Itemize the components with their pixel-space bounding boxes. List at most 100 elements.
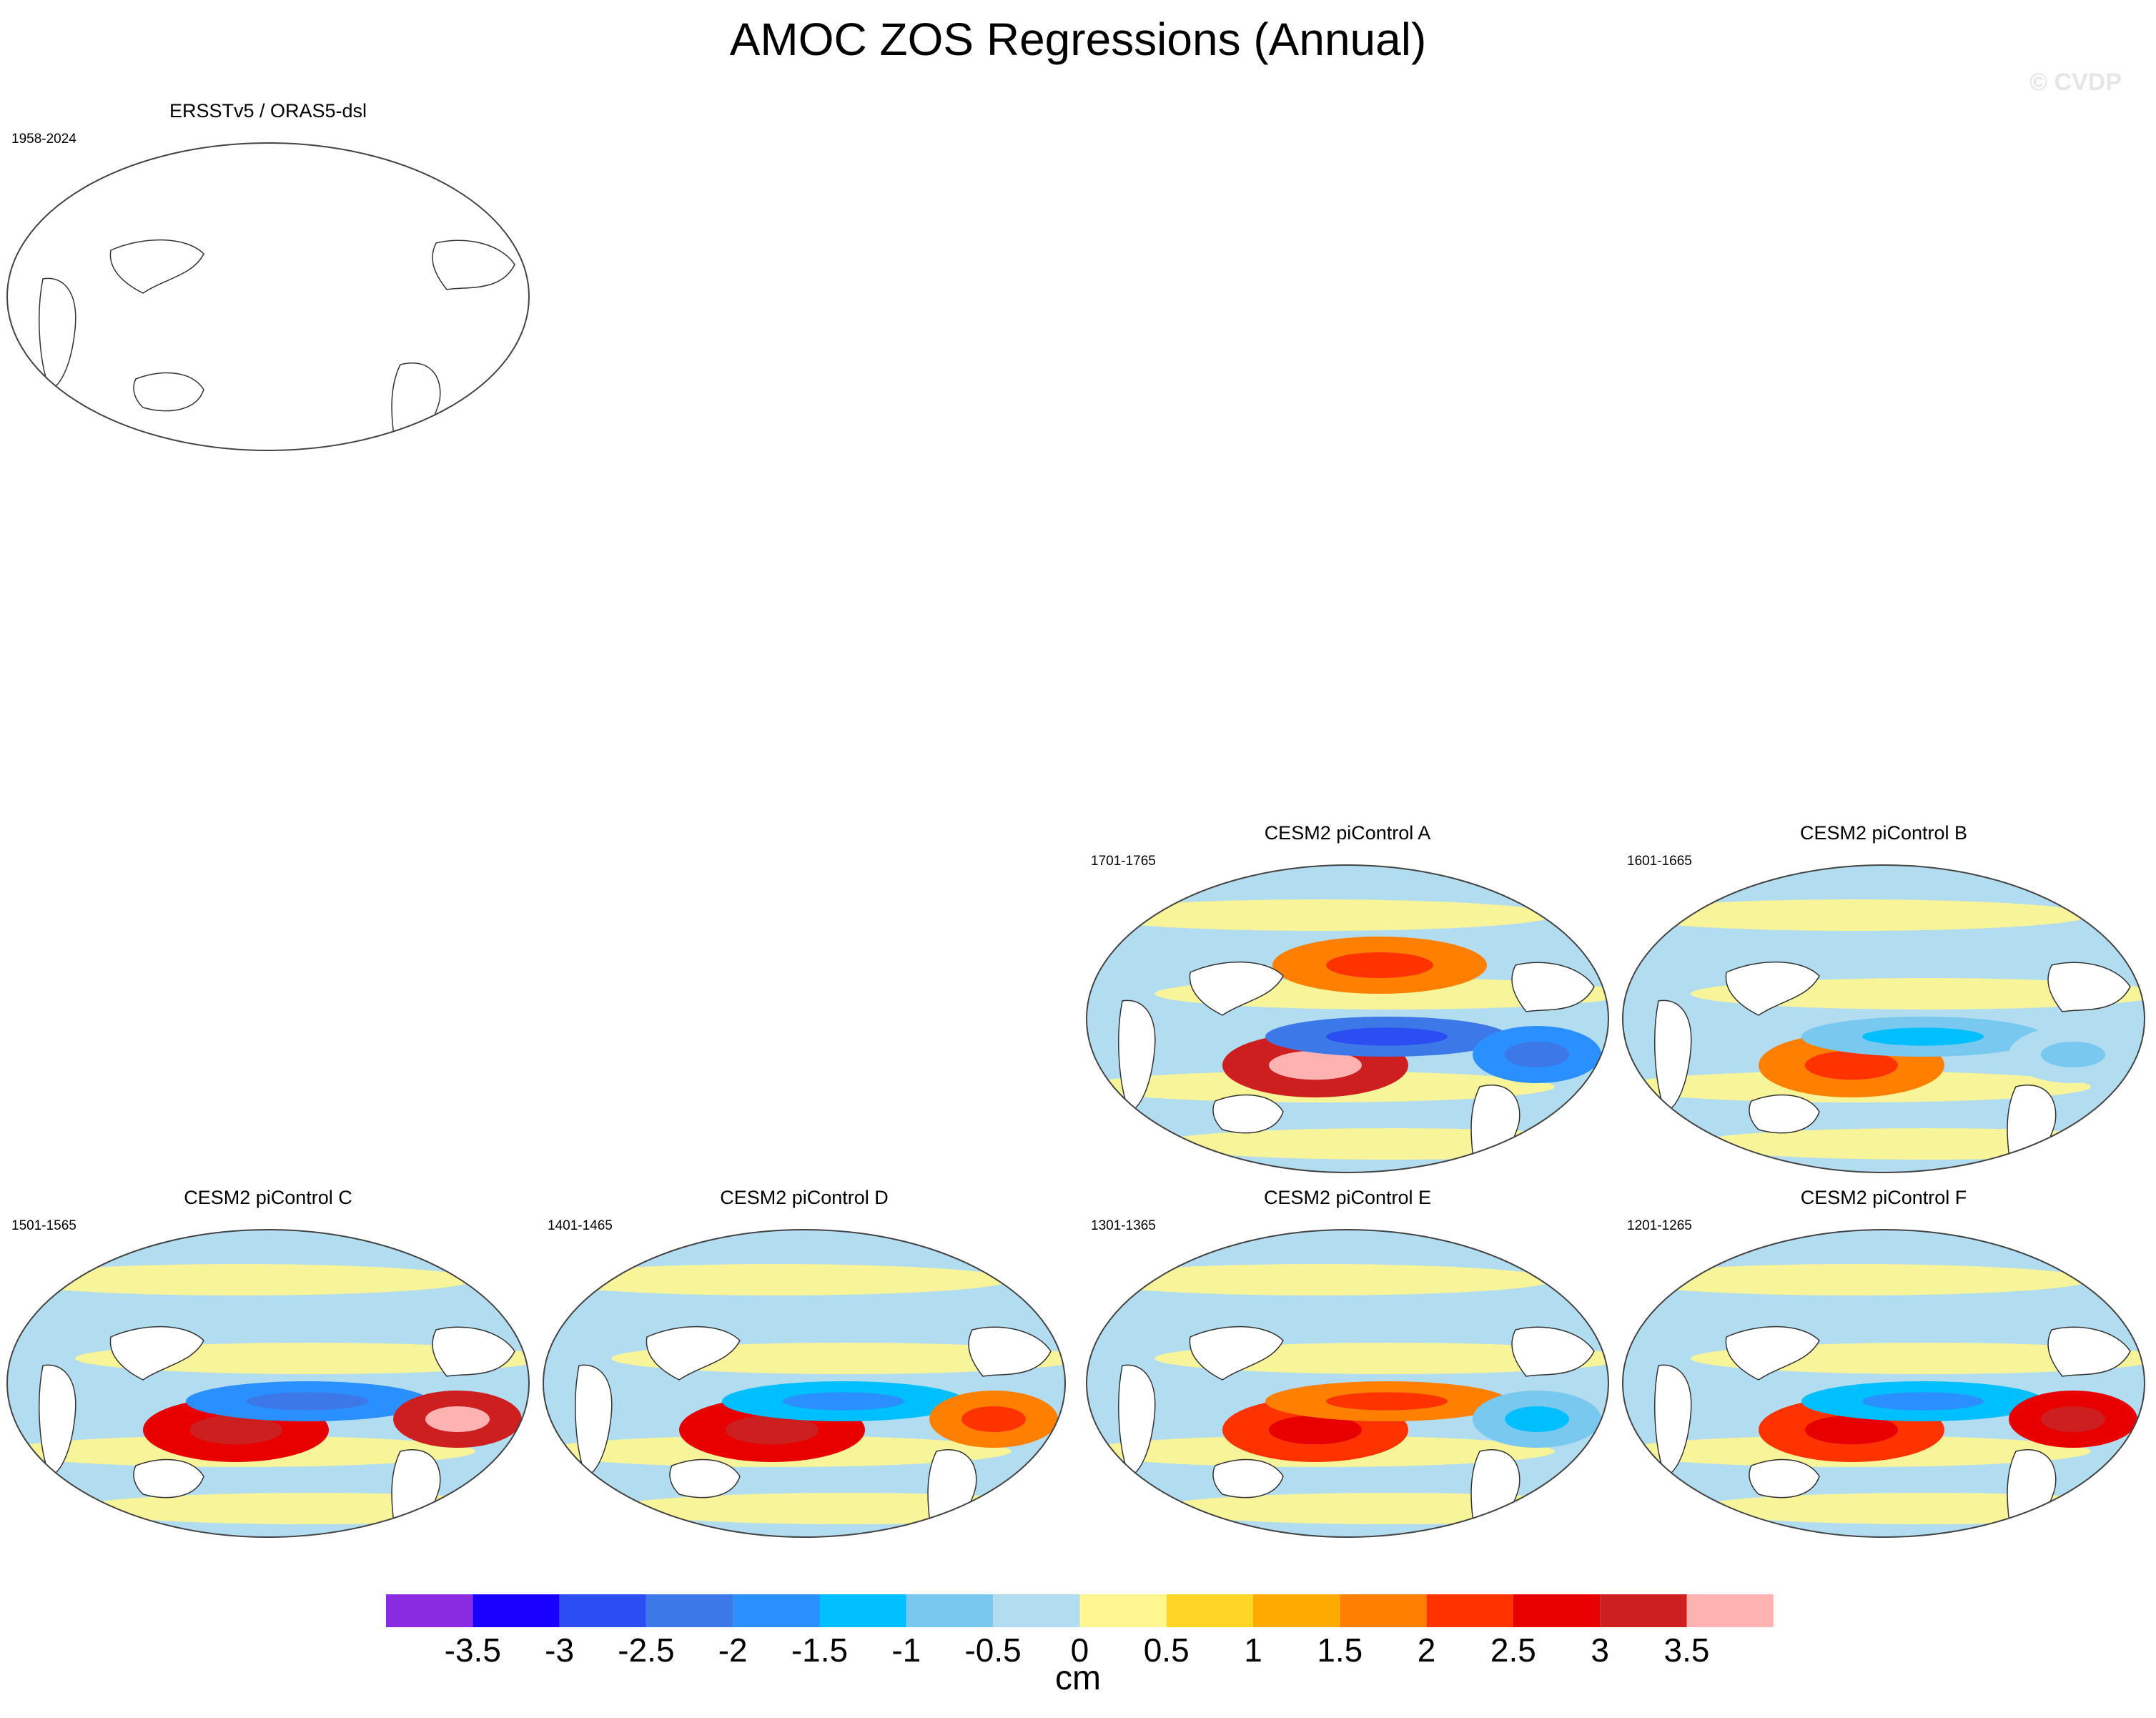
colorbar-box (646, 1594, 733, 1627)
panel-title: CESM2 piControl F (1800, 1187, 1967, 1208)
panel-title: CESM2 piControl C (184, 1187, 352, 1208)
colorbar-tick-label: -2 (718, 1631, 748, 1669)
land-outline (575, 1364, 613, 1477)
colorbar-box (559, 1594, 646, 1627)
anomaly-core-positive (1269, 1050, 1362, 1080)
land-outline (2007, 1449, 2057, 1537)
anomaly-core-positive (1326, 1392, 1448, 1411)
map-border (1086, 864, 1609, 1173)
anomaly-core-positive (1805, 1415, 1898, 1445)
land-outline (214, 454, 458, 458)
map-panel-F: CESM2 piControl F 1201-1265 (1616, 1187, 2152, 1573)
anomaly-core-negative (1862, 1027, 1984, 1046)
anomaly-core-negative (1326, 1027, 1448, 1046)
land-outline (109, 1325, 204, 1381)
anomaly-band (1087, 1264, 1555, 1295)
land-outline (2047, 1326, 2131, 1377)
robinson-map (6, 1229, 530, 1544)
panel-period: 1401-1465 (548, 1218, 613, 1233)
land-outline (1749, 1094, 1820, 1134)
colorbar-tick-label: -1.5 (791, 1631, 848, 1669)
panel-period: 1201-1265 (1627, 1218, 1692, 1233)
colorbar-box (1426, 1594, 1513, 1627)
colorbar-box (1600, 1594, 1687, 1627)
colorbar-box (1340, 1594, 1427, 1627)
map-panel-D: CESM2 piControl D 1401-1465 (536, 1187, 1072, 1573)
anomaly-core-positive (189, 1415, 282, 1445)
anomaly-core-negative (1862, 1392, 1984, 1411)
colorbar-unit-label: cm (1055, 1659, 1101, 1697)
panel-period: 1601-1665 (1627, 854, 1692, 869)
anomaly-band (543, 1264, 1012, 1295)
colorbar-box (386, 1594, 473, 1627)
anomaly-core-negative (2041, 1042, 2105, 1067)
anomaly-band (1087, 899, 1555, 931)
panel-period: 1958-2024 (11, 132, 76, 147)
land-outline (1830, 1176, 2073, 1180)
colorbar-tick-label: 2 (1418, 1631, 1436, 1669)
colorbar-box (1686, 1594, 1774, 1627)
robinson-map (1622, 864, 2145, 1180)
land-outline (1749, 1458, 1820, 1499)
land-outline (39, 1364, 76, 1477)
figure-title: AMOC ZOS Regressions (Annual) (729, 14, 1427, 65)
colorbar-tick-label: -3 (545, 1631, 574, 1669)
land-outline (1212, 1458, 1284, 1499)
map-border (6, 1229, 530, 1538)
map-panel-C: CESM2 piControl C 1501-1565 (0, 1187, 536, 1573)
colorbar: -3.5 -3 -2.5 -2 -1.5 -1 -0.5 0 0.5 1 1.5 2 2.5 3 3.5 c… (386, 1594, 1774, 1697)
robinson-map (1086, 864, 1609, 1180)
land-outline (432, 240, 515, 290)
anomaly-core-positive (1326, 952, 1433, 978)
land-outline (1294, 1176, 1537, 1180)
robinson-map (6, 142, 530, 458)
land-outline (2047, 962, 2131, 1012)
colorbar-tick-label: -1 (891, 1631, 921, 1669)
colorbar-tick-label: -2.5 (618, 1631, 674, 1669)
cvdp-watermark: © CVDP (2029, 69, 2122, 96)
land-outline (1470, 1085, 1520, 1173)
land-outline (109, 239, 204, 294)
land-outline (1470, 1449, 1520, 1537)
map-panel-obs: ERSSTv5 / ORAS5-dsl 1958-2024 (0, 100, 536, 486)
anomaly-band (1154, 1493, 1608, 1524)
anomaly-core-negative (783, 1392, 904, 1411)
anomaly-core-negative (1505, 1406, 1569, 1432)
panel-title: CESM2 piControl B (1799, 822, 1968, 844)
map-border (6, 142, 530, 451)
map-border (1622, 1229, 2145, 1538)
land-outline (391, 362, 441, 450)
colorbar-tick-label: 0.5 (1144, 1631, 1190, 1669)
panel-period: 1701-1765 (1091, 854, 1156, 869)
colorbar-tick-label: 3.5 (1664, 1631, 1710, 1669)
colorbar-box (906, 1594, 994, 1627)
land-outline (1511, 1326, 1595, 1377)
anomaly-band (1154, 1128, 1608, 1160)
colorbar-tick-label: 0 (1071, 1631, 1089, 1669)
colorbar-box (993, 1594, 1080, 1627)
anomaly-core-negative (247, 1392, 368, 1411)
land-outline (214, 1541, 458, 1544)
land-outline (1118, 999, 1156, 1112)
colorbar-box (819, 1594, 906, 1627)
land-outline (927, 1449, 977, 1537)
map-border (543, 1229, 1066, 1538)
land-outline (751, 1541, 994, 1544)
land-outline (1212, 1094, 1284, 1134)
anomaly-band (1691, 1493, 2145, 1524)
anomaly-band (7, 1264, 475, 1295)
land-outline (1189, 961, 1284, 1016)
land-outline (2007, 1085, 2057, 1173)
anomaly-band (75, 1493, 529, 1524)
colorbar-tick-label: 2.5 (1490, 1631, 1536, 1669)
colorbar-box (473, 1594, 560, 1627)
panel-title: CESM2 piControl D (720, 1187, 889, 1208)
anomaly-band (611, 1493, 1065, 1524)
colorbar-tick-label: 3 (1591, 1631, 1609, 1669)
map-panel-A: CESM2 piControl A 1701-1765 (1079, 822, 1616, 1208)
colorbar-tick-label: -3.5 (445, 1631, 501, 1669)
colorbar-tick-label: -0.5 (964, 1631, 1021, 1669)
anomaly-core-positive (425, 1406, 490, 1432)
land-outline (1654, 1364, 1692, 1477)
land-outline (646, 1325, 741, 1381)
